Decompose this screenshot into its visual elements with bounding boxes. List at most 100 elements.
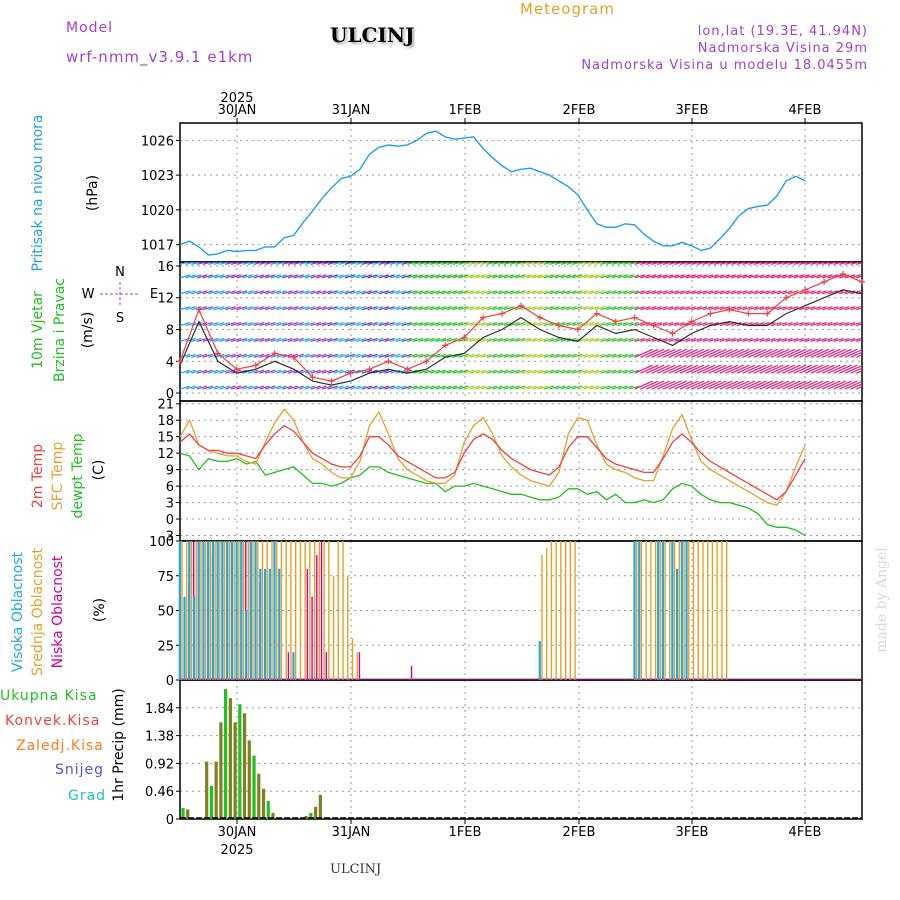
wind-barb (543, 262, 554, 265)
cloud-unit-label: (%) (92, 598, 108, 622)
wind-barb (219, 274, 230, 279)
wind-barb (839, 348, 858, 358)
wind-barb (361, 353, 373, 358)
wind-barb (481, 321, 492, 327)
cloud-mid-axis-label: Srednja Oblacnost (30, 548, 46, 676)
wind-barb (713, 380, 733, 390)
wind-barb (293, 337, 304, 343)
wind-barb (469, 353, 481, 358)
wind-barb (742, 290, 753, 295)
wind-barb (304, 274, 316, 279)
wind-barb (378, 290, 390, 295)
wind-barb (560, 306, 571, 311)
wind-barb (310, 337, 321, 343)
wind-barb (600, 290, 611, 295)
wind-gust-cross (802, 286, 809, 293)
cloud-high-axis-label: Visoka Oblacnost (10, 551, 26, 672)
wind-barb (270, 385, 282, 390)
wind-barb (469, 385, 481, 390)
wind-barb (549, 337, 560, 343)
precip-total-bar (205, 761, 209, 819)
wind-barb (662, 380, 682, 390)
wind-barb (736, 380, 756, 390)
wind-barb (566, 262, 577, 265)
wind-barb (202, 306, 213, 311)
wind-barb (606, 321, 617, 327)
y-tick-label: 15 (157, 431, 174, 446)
wind-barb (742, 262, 753, 265)
wind-barb (498, 321, 509, 327)
wind-barb (282, 337, 293, 343)
wind-barb (645, 274, 657, 279)
wind-barb (532, 385, 543, 390)
wind-barb (253, 274, 265, 279)
wind-barb (685, 306, 696, 311)
wind-barb (276, 321, 287, 327)
wind-barb (481, 262, 492, 265)
wind-barb (833, 262, 844, 265)
wind-barb (816, 274, 827, 279)
wind-barb (793, 337, 804, 343)
wind-barb (463, 306, 475, 311)
wind-barb (787, 380, 807, 390)
y-tick-label: 9 (166, 464, 174, 479)
wind-barb (202, 385, 213, 390)
wind-barb (543, 290, 554, 295)
wind-gust-cross (593, 310, 600, 317)
wind-barb (327, 337, 338, 343)
wind-barb (202, 369, 213, 374)
wind-barb (492, 353, 503, 358)
wind-barb (600, 262, 611, 265)
wind-barb (248, 306, 259, 311)
wind-barb (367, 306, 378, 311)
wind-barb (827, 337, 839, 343)
wind-barb (463, 385, 475, 390)
precip-total-bar (247, 740, 251, 819)
wind-barb (770, 364, 790, 374)
wind-barb (253, 369, 265, 374)
wind-barb (600, 369, 611, 374)
wind-barb (338, 337, 350, 343)
wind-barb (350, 385, 361, 390)
wind-barb (736, 290, 748, 295)
wind-barb (611, 385, 623, 390)
wind-gust-cross (328, 378, 335, 385)
wind-barb (412, 306, 424, 311)
wind-barb (407, 385, 418, 390)
wind-barb (821, 364, 841, 374)
wind-barb (219, 306, 230, 311)
wind-barb (776, 364, 795, 374)
wind-barb (543, 353, 554, 358)
wind-barb (384, 262, 395, 265)
wind-barb (265, 274, 276, 279)
wind-barb (475, 353, 486, 358)
wind-barb (390, 369, 401, 374)
wind-barb (180, 385, 191, 390)
wind-barb (634, 306, 645, 311)
panel-pressure: 1017 1020 1023 1026 (141, 122, 863, 263)
wind-barb (748, 262, 759, 265)
wind-barb (327, 353, 338, 358)
wind-barb (208, 321, 219, 327)
wind-barb (697, 290, 708, 295)
wind-barb (219, 290, 230, 295)
wind-barb (509, 274, 520, 279)
wind-barb (338, 274, 350, 279)
wind-barb (668, 380, 688, 390)
wind-barb (333, 353, 344, 358)
wind-barb (827, 348, 847, 358)
y-tick-label: 50 (157, 605, 174, 620)
wind-barb (498, 290, 509, 295)
wind-barb (259, 369, 270, 374)
wind-barb (793, 274, 804, 279)
wind-barb (180, 262, 191, 265)
wind-barb (327, 290, 338, 295)
wind-barb (611, 306, 623, 311)
wind-barb (407, 262, 418, 265)
wind-barb (316, 321, 327, 327)
wind-barb (338, 385, 350, 390)
wind-barb (526, 290, 537, 295)
wind-barb (719, 364, 739, 374)
wind-barb (702, 364, 722, 374)
wind-barb (236, 385, 248, 390)
